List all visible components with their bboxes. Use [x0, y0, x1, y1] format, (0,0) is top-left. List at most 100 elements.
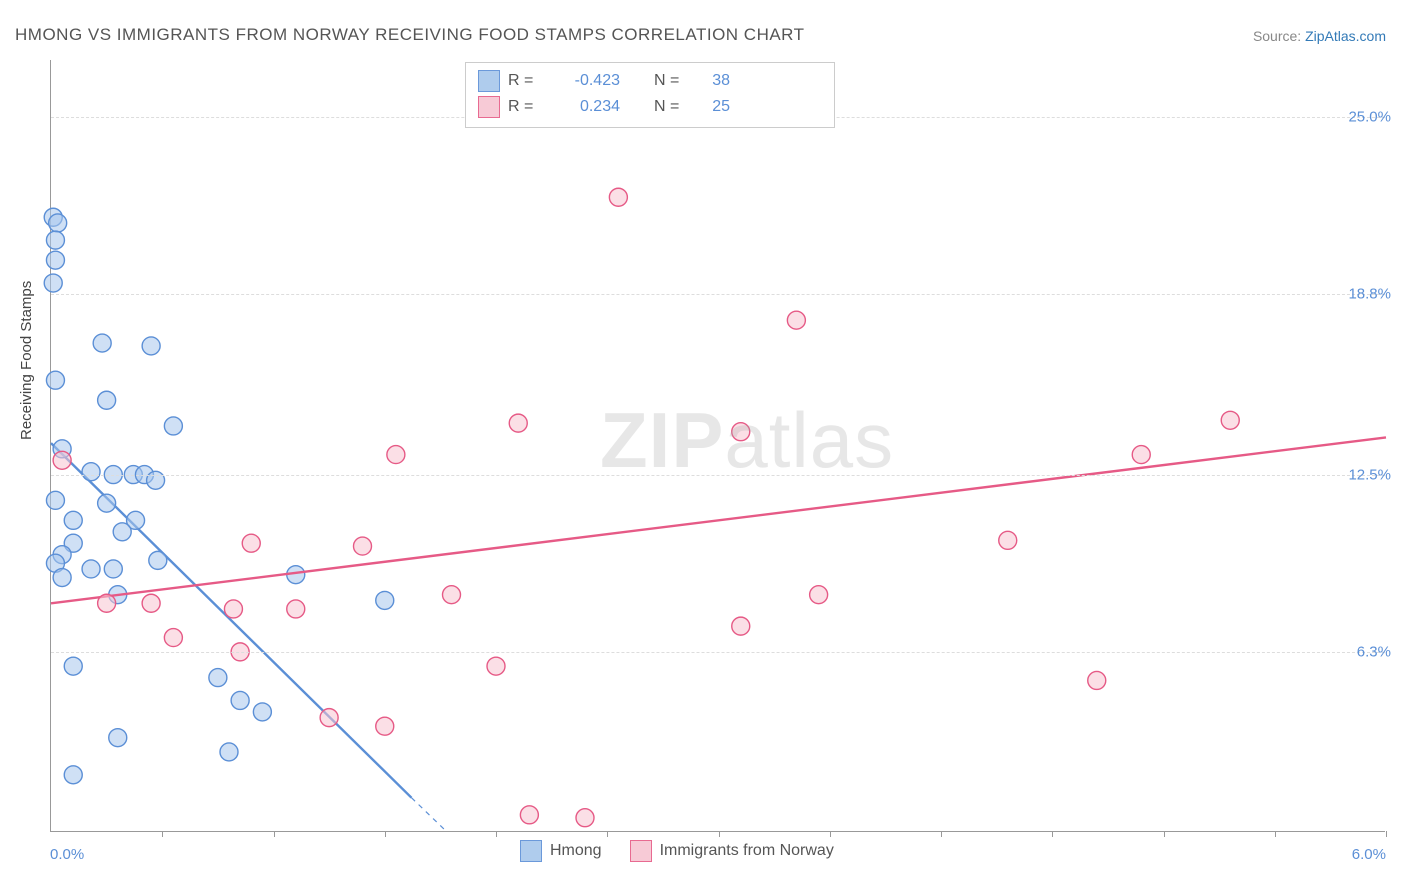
- trend-line-extrapolated: [411, 798, 447, 832]
- x-tick: [607, 831, 608, 837]
- data-point: [376, 591, 394, 609]
- data-point: [732, 423, 750, 441]
- y-tick-label: 6.3%: [1357, 643, 1391, 660]
- y-tick-label: 25.0%: [1348, 109, 1391, 126]
- scatter-svg: [51, 60, 1385, 831]
- legend-item: Hmong: [520, 840, 602, 862]
- data-point: [609, 188, 627, 206]
- data-point: [576, 809, 594, 827]
- data-point: [46, 371, 64, 389]
- gridline: [51, 475, 1385, 476]
- x-tick: [274, 831, 275, 837]
- legend-label: Immigrants from Norway: [660, 842, 834, 860]
- data-point: [64, 657, 82, 675]
- legend-label: Hmong: [550, 842, 602, 860]
- data-point: [142, 337, 160, 355]
- legend-item: Immigrants from Norway: [630, 840, 834, 862]
- data-point: [49, 214, 67, 232]
- data-point: [98, 494, 116, 512]
- data-point: [98, 391, 116, 409]
- stat-r-value: -0.423: [550, 72, 620, 90]
- data-point: [149, 551, 167, 569]
- data-point: [999, 531, 1017, 549]
- data-point: [64, 766, 82, 784]
- x-tick: [1275, 831, 1276, 837]
- data-point: [44, 274, 62, 292]
- x-tick: [385, 831, 386, 837]
- legend-swatch: [520, 840, 542, 862]
- data-point: [1088, 671, 1106, 689]
- data-point: [287, 600, 305, 618]
- data-point: [109, 729, 127, 747]
- series-legend: Hmong Immigrants from Norway: [520, 840, 834, 862]
- data-point: [82, 463, 100, 481]
- data-point: [732, 617, 750, 635]
- plot-area: [50, 60, 1385, 832]
- x-tick: [1164, 831, 1165, 837]
- data-point: [98, 594, 116, 612]
- data-point: [387, 446, 405, 464]
- data-point: [104, 560, 122, 578]
- gridline: [51, 652, 1385, 653]
- data-point: [231, 691, 249, 709]
- data-point: [487, 657, 505, 675]
- stats-legend: R = -0.423 N = 38 R = 0.234 N = 25: [465, 62, 835, 128]
- data-point: [164, 417, 182, 435]
- data-point: [242, 534, 260, 552]
- y-tick-label: 18.8%: [1348, 286, 1391, 303]
- stats-legend-row: R = -0.423 N = 38: [478, 68, 822, 94]
- data-point: [46, 231, 64, 249]
- data-point: [46, 251, 64, 269]
- data-point: [113, 523, 131, 541]
- stat-r-label: R =: [508, 72, 542, 90]
- x-tick: [496, 831, 497, 837]
- source-prefix: Source:: [1253, 28, 1305, 44]
- stat-r-value: 0.234: [550, 98, 620, 116]
- data-point: [224, 600, 242, 618]
- data-point: [142, 594, 160, 612]
- y-axis-label: Receiving Food Stamps: [18, 281, 35, 440]
- data-point: [82, 560, 100, 578]
- legend-swatch: [478, 96, 500, 118]
- x-tick: [162, 831, 163, 837]
- stat-r-label: R =: [508, 98, 542, 116]
- data-point: [46, 491, 64, 509]
- x-axis-origin-label: 0.0%: [50, 846, 84, 863]
- data-point: [53, 569, 71, 587]
- data-point: [209, 669, 227, 687]
- data-point: [220, 743, 238, 761]
- legend-swatch: [478, 70, 500, 92]
- x-tick: [1052, 831, 1053, 837]
- data-point: [787, 311, 805, 329]
- data-point: [1132, 446, 1150, 464]
- data-point: [64, 511, 82, 529]
- data-point: [376, 717, 394, 735]
- x-tick: [830, 831, 831, 837]
- x-tick: [941, 831, 942, 837]
- gridline: [51, 294, 1385, 295]
- x-tick: [1386, 831, 1387, 837]
- legend-swatch: [630, 840, 652, 862]
- data-point: [509, 414, 527, 432]
- data-point: [53, 451, 71, 469]
- trend-line: [51, 437, 1386, 603]
- source-attribution: Source: ZipAtlas.com: [1253, 28, 1386, 44]
- stat-n-value: 25: [696, 98, 730, 116]
- stat-n-label: N =: [654, 98, 688, 116]
- source-link[interactable]: ZipAtlas.com: [1305, 28, 1386, 44]
- y-tick-label: 12.5%: [1348, 466, 1391, 483]
- data-point: [1221, 411, 1239, 429]
- stat-n-label: N =: [654, 72, 688, 90]
- stats-legend-row: R = 0.234 N = 25: [478, 94, 822, 120]
- x-axis-max-label: 6.0%: [1352, 846, 1386, 863]
- data-point: [354, 537, 372, 555]
- data-point: [164, 629, 182, 647]
- stat-n-value: 38: [696, 72, 730, 90]
- chart-title: HMONG VS IMMIGRANTS FROM NORWAY RECEIVIN…: [15, 25, 805, 45]
- data-point: [520, 806, 538, 824]
- data-point: [253, 703, 271, 721]
- data-point: [320, 709, 338, 727]
- x-tick: [719, 831, 720, 837]
- data-point: [810, 586, 828, 604]
- data-point: [93, 334, 111, 352]
